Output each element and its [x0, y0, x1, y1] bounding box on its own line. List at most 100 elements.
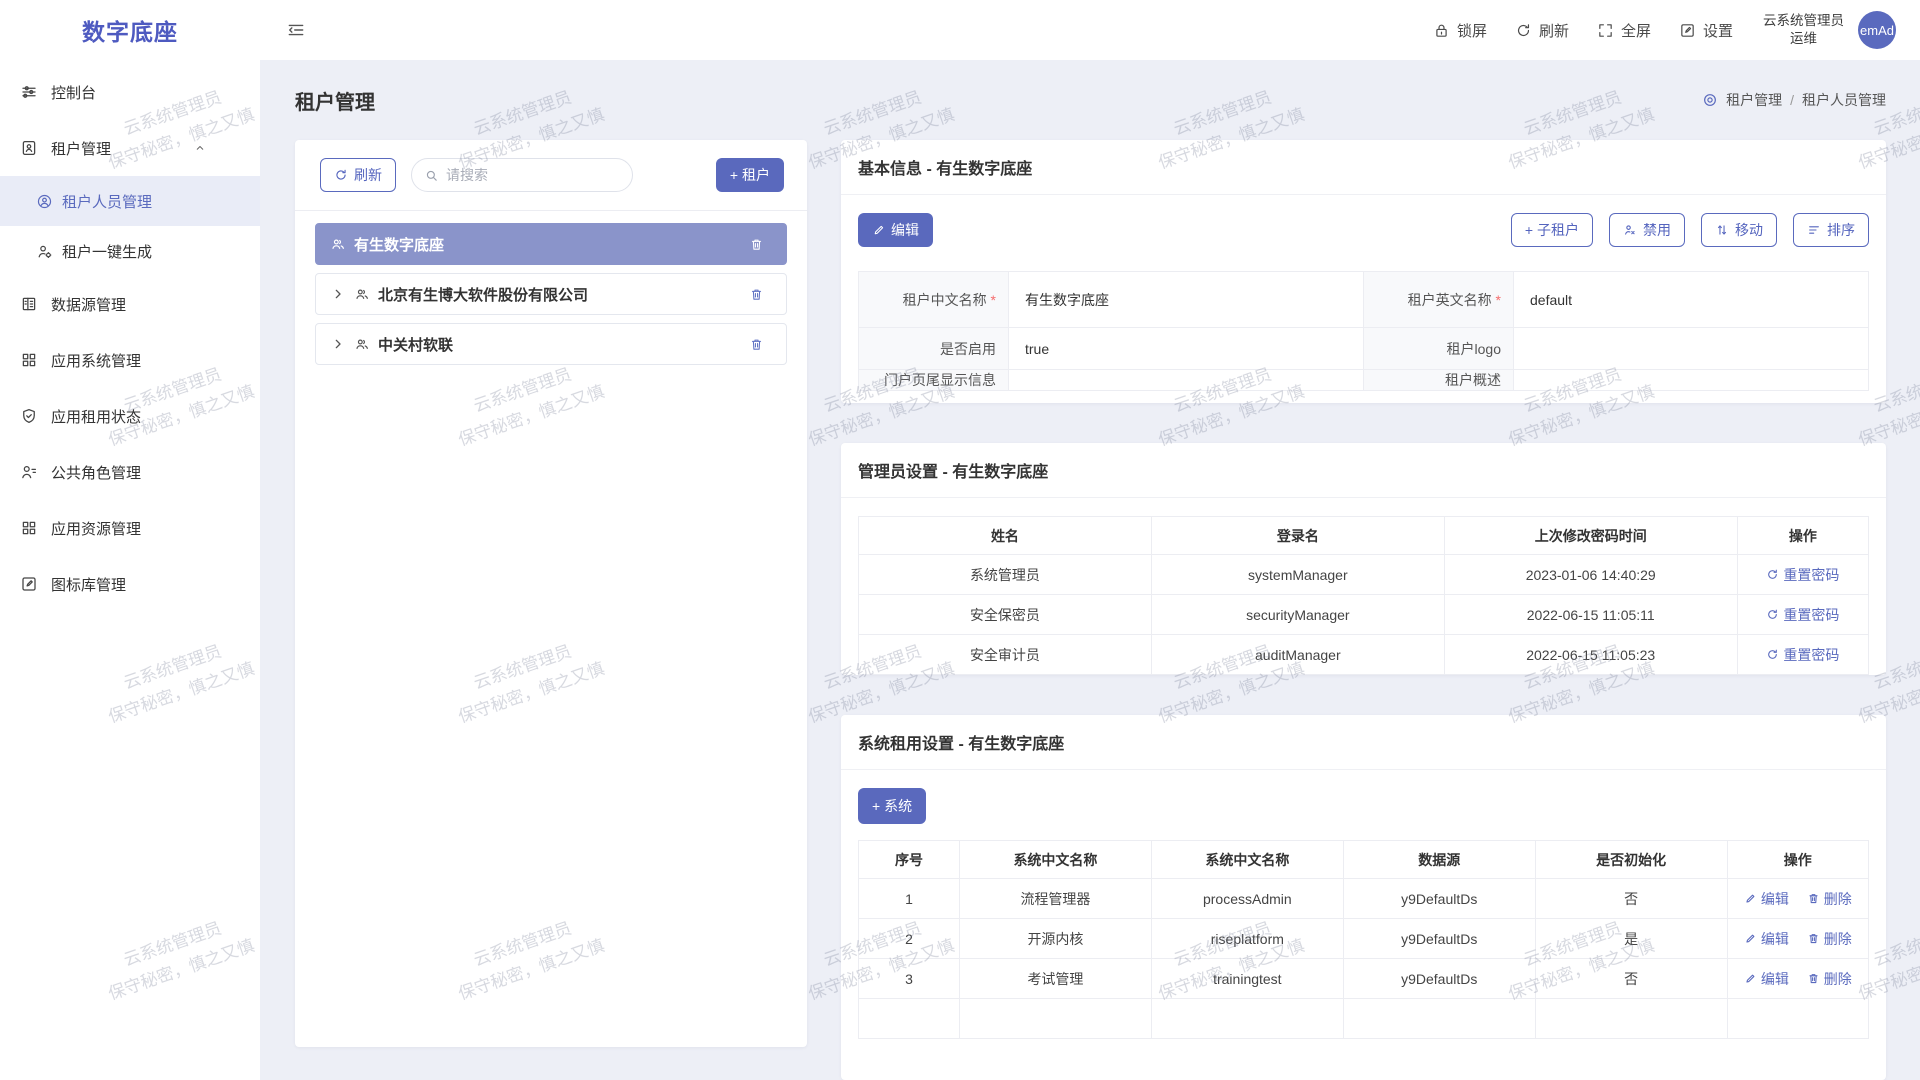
- breadcrumb-current: 租户人员管理: [1802, 92, 1886, 108]
- edit-button[interactable]: 编辑: [858, 213, 933, 247]
- tree-refresh-button[interactable]: 刷新: [320, 158, 396, 192]
- system-index: 2: [858, 918, 960, 960]
- pencil-icon: [1744, 892, 1757, 905]
- trash-icon[interactable]: [749, 237, 764, 252]
- sidebar-item-app-resource-management[interactable]: 应用资源管理: [0, 500, 260, 556]
- sidebar-item-label: 图标库管理: [51, 576, 127, 594]
- person-circle-icon: [36, 193, 53, 210]
- add-tenant-label: + 租户: [729, 167, 770, 183]
- system-datasource: y9DefaultDs: [1342, 878, 1536, 920]
- move-label: 移动: [1735, 222, 1763, 238]
- system-index: 1: [858, 878, 960, 920]
- sort-label: 排序: [1827, 222, 1855, 238]
- tenant-search-input[interactable]: [446, 167, 620, 183]
- system-en-name: riseplatform: [1150, 918, 1344, 960]
- admin-password-time: 2022-06-15 11:05:11: [1443, 594, 1738, 636]
- sliders-icon: [20, 83, 38, 101]
- sidebar-item-tenant-user-management[interactable]: 租户人员管理: [0, 176, 260, 226]
- delete-system-link[interactable]: 删除: [1807, 929, 1852, 949]
- list-icon: [1807, 223, 1821, 237]
- sidebar-item-app-rental-status[interactable]: 应用租用状态: [0, 388, 260, 444]
- admin-password-time: 2022-06-15 11:05:23: [1443, 634, 1738, 676]
- trash-icon[interactable]: [749, 337, 764, 352]
- sidebar-item-label: 租户人员管理: [62, 193, 153, 211]
- sidebar-item-datasource-management[interactable]: 数据源管理: [0, 276, 260, 332]
- breadcrumb-separator: /: [1790, 92, 1794, 108]
- sub-tenant-label: + 子租户: [1524, 222, 1579, 238]
- admin-login: systemManager: [1150, 554, 1445, 596]
- sidebar-item-public-role-management[interactable]: 公共角色管理: [0, 444, 260, 500]
- add-system-button[interactable]: + 系统: [858, 788, 927, 825]
- chevron-right-icon[interactable]: [330, 336, 346, 352]
- edit-system-link[interactable]: 编辑: [1744, 889, 1789, 909]
- delete-system-link[interactable]: 删除: [1807, 969, 1852, 989]
- reset-password-link[interactable]: 重置密码: [1766, 605, 1839, 625]
- edit-system-link[interactable]: 编辑: [1744, 969, 1789, 989]
- delete-system-link[interactable]: 删除: [1807, 889, 1852, 909]
- avatar-text: emAd: [1860, 22, 1894, 38]
- system-datasource: y9DefaultDs: [1342, 958, 1536, 1000]
- reset-password-link[interactable]: 重置密码: [1766, 645, 1839, 665]
- admin-settings-title: 管理员设置 - 有生数字底座: [841, 443, 1886, 499]
- refresh-icon: [1766, 648, 1779, 661]
- pencil-square-icon: [20, 575, 38, 593]
- sidebar-item-icon-library-management[interactable]: 图标库管理: [0, 556, 260, 612]
- column-header: 操作: [1726, 840, 1870, 880]
- system-initialized: 否: [1534, 958, 1728, 1000]
- sidebar-item-console[interactable]: 控制台: [0, 64, 260, 120]
- people-icon: [354, 336, 370, 352]
- admin-name: 安全审计员: [858, 634, 1152, 676]
- sidebar-item-tenant-generate[interactable]: 租户一键生成: [0, 226, 260, 276]
- admin-table-row: 安全保密员 securityManager 2022-06-15 11:05:1…: [858, 594, 1870, 636]
- refresh-icon: [1766, 568, 1779, 581]
- lock-screen-button[interactable]: 锁屏: [1433, 20, 1487, 41]
- tree-refresh-label: 刷新: [354, 167, 382, 183]
- menu-fold-icon[interactable]: [286, 20, 306, 40]
- page-title: 租户管理: [295, 91, 375, 114]
- fullscreen-icon: [1597, 22, 1614, 39]
- trash-icon[interactable]: [749, 287, 764, 302]
- sub-tenant-button[interactable]: + 子租户: [1510, 213, 1593, 247]
- user-name-line2: 运维: [1790, 31, 1817, 46]
- tree-item-zhongguancun[interactable]: 中关村软联: [315, 323, 787, 365]
- refresh-icon: [334, 168, 348, 182]
- move-button[interactable]: 移动: [1701, 213, 1777, 247]
- tree-item-beijing-yousheng[interactable]: 北京有生博大软件股份有限公司: [315, 273, 787, 315]
- lock-icon: [1433, 22, 1450, 39]
- refresh-button[interactable]: 刷新: [1515, 20, 1569, 41]
- sidebar-item-app-system-management[interactable]: 应用系统管理: [0, 332, 260, 388]
- sort-button[interactable]: 排序: [1793, 213, 1869, 247]
- sidebar-item-label: 应用系统管理: [51, 352, 142, 370]
- avatar[interactable]: emAd: [1858, 11, 1896, 49]
- breadcrumb-parent[interactable]: 租户管理: [1726, 92, 1783, 108]
- person-x-icon: [1623, 223, 1637, 237]
- settings-button[interactable]: 设置: [1679, 20, 1733, 41]
- fullscreen-button[interactable]: 全屏: [1597, 20, 1651, 41]
- sidebar-item-label: 租户管理: [51, 140, 112, 158]
- admin-login: securityManager: [1150, 594, 1445, 636]
- column-header: 是否初始化: [1534, 840, 1728, 880]
- sidebar-item-tenant-management[interactable]: 租户管理: [0, 120, 260, 176]
- chevron-right-icon[interactable]: [330, 286, 346, 302]
- column-header: 登录名: [1150, 516, 1445, 556]
- reset-password-link[interactable]: 重置密码: [1766, 565, 1839, 585]
- person-list-icon: [20, 463, 38, 481]
- add-tenant-button[interactable]: + 租户: [715, 158, 784, 192]
- sidebar-item-label: 数据源管理: [51, 296, 127, 314]
- field-label: 租户中文名称 *: [858, 271, 1009, 328]
- column-header: 系统中文名称: [1150, 840, 1344, 880]
- tree-item-root[interactable]: 有生数字底座: [315, 223, 787, 265]
- current-user-name[interactable]: 云系统管理员 运维: [1763, 12, 1844, 48]
- edit-system-link[interactable]: 编辑: [1744, 929, 1789, 949]
- admin-name: 安全保密员: [858, 594, 1152, 636]
- system-initialized: 否: [1534, 878, 1728, 920]
- field-value: [1513, 369, 1869, 391]
- settings-label: 设置: [1702, 22, 1733, 40]
- header-actions: 锁屏 刷新 全屏 设置 云系统管理员 运维 emAd: [1405, 11, 1920, 49]
- delete-system-label: 删除: [1823, 890, 1852, 907]
- disable-button[interactable]: 禁用: [1609, 213, 1685, 247]
- person-gear-icon: [36, 243, 53, 260]
- divider: [295, 210, 807, 211]
- column-header: 操作: [1736, 516, 1870, 556]
- system-zh-name: 开源内核: [959, 918, 1152, 960]
